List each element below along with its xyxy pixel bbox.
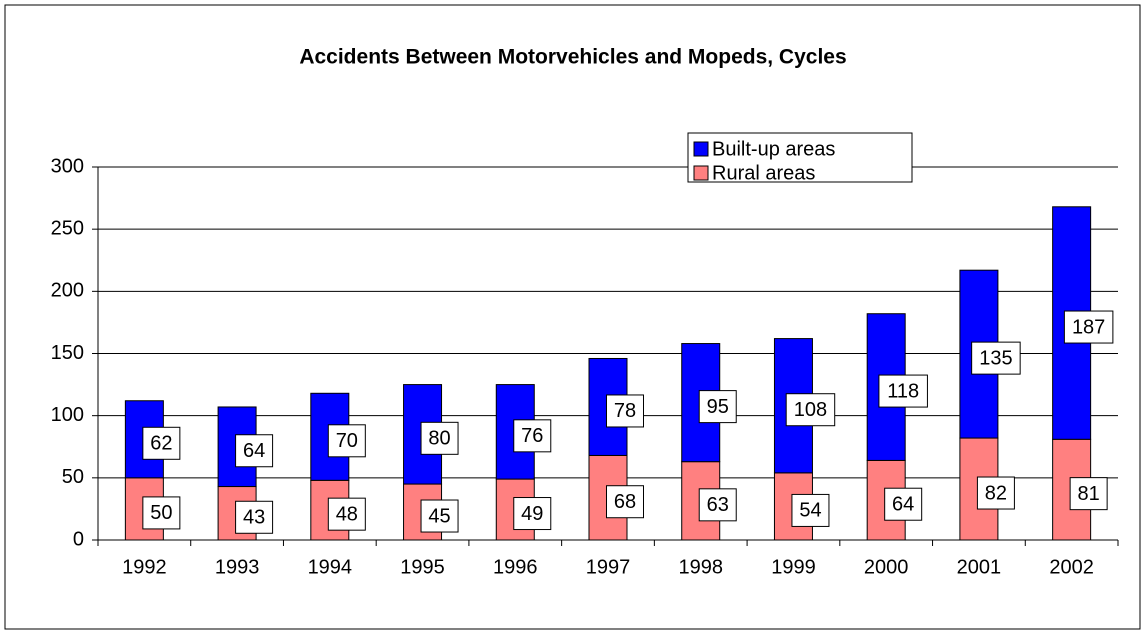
data-label-box [235, 434, 274, 468]
x-tick-label: 1993 [215, 556, 260, 578]
x-tick-label: 1994 [308, 556, 353, 578]
data-label-box [884, 487, 923, 521]
chart-title: Accidents Between Motorvehicles and Mope… [299, 46, 846, 69]
x-tick-label: 2000 [864, 556, 909, 578]
x-tick-label: 2001 [957, 556, 1002, 578]
x-tick-label: 1999 [771, 556, 816, 578]
data-label: 68 [614, 491, 636, 513]
data-label: 118 [887, 380, 919, 402]
y-tick-label: 50 [62, 466, 84, 488]
data-label: 64 [243, 440, 265, 462]
data-label: 80 [428, 428, 450, 450]
data-label-box [513, 419, 552, 453]
data-label-box [698, 488, 737, 522]
data-label-box [513, 497, 552, 531]
data-label: 95 [707, 396, 729, 418]
x-tick-label: 1992 [122, 556, 167, 578]
data-label-box [1069, 477, 1108, 511]
data-label-box [606, 394, 644, 428]
data-label: 135 [979, 347, 1012, 369]
y-tick-label: 250 [51, 217, 84, 239]
data-label-box [791, 493, 830, 527]
legend-label: Built-up areas [712, 138, 835, 160]
data-label-box [1063, 310, 1114, 344]
data-label: 78 [614, 400, 636, 422]
y-tick-label: 200 [51, 280, 84, 302]
legend-label: Rural areas [712, 162, 815, 184]
data-label: 49 [521, 503, 543, 525]
data-label: 62 [150, 433, 172, 455]
legend-swatch [693, 165, 709, 181]
data-label: 108 [794, 399, 827, 421]
y-tick-label: 150 [51, 342, 84, 364]
data-label-box [327, 424, 366, 458]
data-label: 45 [428, 505, 450, 527]
data-label-box [698, 390, 737, 424]
data-label: 43 [243, 507, 265, 529]
data-label: 50 [150, 502, 172, 524]
data-label-box [327, 497, 366, 531]
x-tick-label: 1996 [493, 556, 538, 578]
data-label-box [785, 393, 836, 427]
y-tick-label: 100 [51, 404, 84, 426]
data-label: 82 [985, 482, 1007, 504]
data-label-box [235, 500, 274, 534]
x-tick-label: 1995 [400, 556, 445, 578]
data-label: 76 [521, 425, 543, 447]
data-label-box [878, 374, 928, 408]
chart-border [4, 4, 1141, 630]
data-label: 63 [707, 494, 729, 516]
x-tick-label: 1998 [678, 556, 723, 578]
y-tick-label: 0 [73, 528, 84, 550]
data-label-box [142, 496, 181, 530]
x-tick-label: 2002 [1049, 556, 1094, 578]
x-tick-label: 1997 [586, 556, 631, 578]
data-label-box [142, 426, 181, 460]
data-label: 64 [892, 493, 914, 515]
data-label-box [420, 421, 459, 455]
data-label: 54 [799, 500, 821, 522]
data-label: 187 [1072, 316, 1105, 338]
data-label-box [606, 485, 644, 519]
data-label: 81 [1078, 483, 1100, 505]
data-label-box [971, 341, 1021, 375]
y-tick-label: 300 [51, 155, 84, 177]
legend-swatch [693, 141, 709, 157]
data-label: 70 [336, 430, 358, 452]
data-label-box [976, 476, 1015, 510]
data-label: 48 [336, 503, 358, 525]
legend-box [687, 132, 913, 183]
data-label-box [420, 499, 459, 533]
